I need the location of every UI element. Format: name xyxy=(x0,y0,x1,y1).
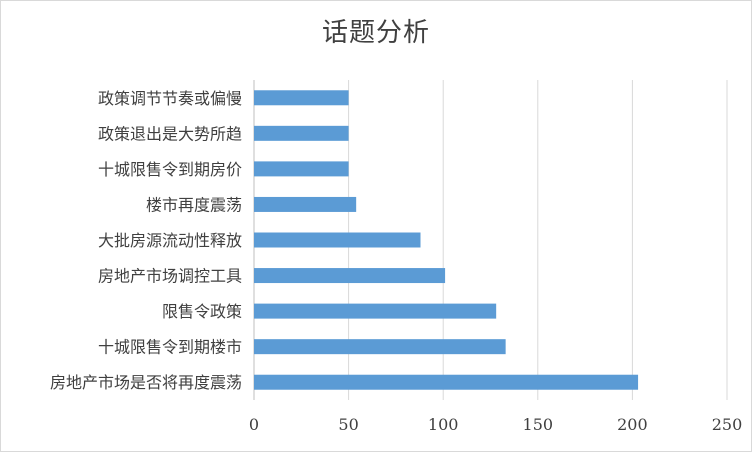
category-label: 限售令政策 xyxy=(162,302,242,321)
x-tick-label: 100 xyxy=(428,415,459,434)
chart-title: 话题分析 xyxy=(321,18,430,48)
bar xyxy=(254,196,357,212)
bar xyxy=(254,303,497,319)
category-label: 房地产市场是否将再度震荡 xyxy=(50,373,242,392)
bar xyxy=(254,374,639,390)
x-tick-label: 150 xyxy=(523,415,554,434)
bar xyxy=(254,125,349,141)
category-label: 大批房源流动性释放 xyxy=(98,231,242,250)
x-tick-label: 200 xyxy=(617,415,648,434)
category-label: 十城限售令到期房价 xyxy=(98,160,242,179)
category-label: 政策退出是大势所趋 xyxy=(98,124,242,143)
bar xyxy=(254,268,446,284)
x-tick-labels: 0 50 100 150 200 250 xyxy=(249,415,742,434)
x-tick-label: 50 xyxy=(338,415,358,434)
category-label: 十城限售令到期楼市 xyxy=(98,338,242,357)
bars xyxy=(254,90,639,390)
x-tick-label: 250 xyxy=(712,415,743,434)
bar xyxy=(254,232,421,248)
category-label: 房地产市场调控工具 xyxy=(98,267,242,286)
category-label: 楼市再度震荡 xyxy=(146,195,242,214)
category-labels: 政策调节节奏或偏慢政策退出是大势所趋十城限售令到期房价楼市再度震荡大批房源流动性… xyxy=(50,89,242,392)
bar xyxy=(254,339,506,355)
x-tick-label: 0 xyxy=(249,415,259,434)
category-label: 政策调节节奏或偏慢 xyxy=(98,89,242,108)
bar xyxy=(254,161,349,177)
bar xyxy=(254,90,349,106)
